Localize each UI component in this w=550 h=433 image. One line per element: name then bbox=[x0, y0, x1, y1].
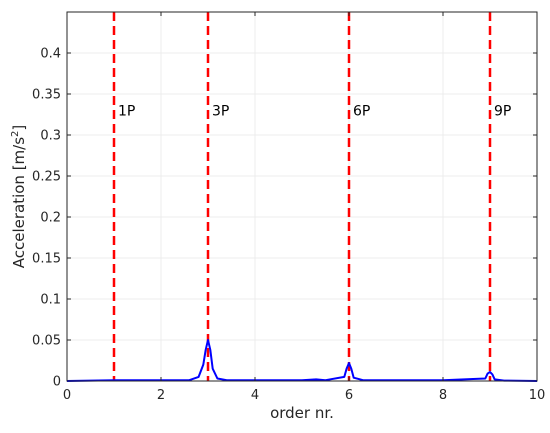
series-line-0 bbox=[66, 339, 538, 382]
y-axis-label-superscript: 2 bbox=[10, 131, 21, 137]
marker-label-1p: 1P bbox=[118, 104, 135, 120]
marker-label-3p: 3P bbox=[212, 104, 229, 120]
order-markers: 1P 3P 6P 9P bbox=[112, 12, 511, 381]
y-tick-label: 0.2 bbox=[40, 211, 61, 226]
marker-label-6p: 6P bbox=[353, 104, 370, 120]
grid bbox=[66, 12, 538, 381]
y-axis-label: Acceleration [m/s2] bbox=[10, 125, 28, 269]
y-tick-label: 0.4 bbox=[40, 47, 61, 62]
x-tick-label: 2 bbox=[157, 388, 165, 403]
y-axis-label-end: ] bbox=[10, 125, 28, 131]
y-tick-label: 0.15 bbox=[32, 252, 61, 267]
x-tick-label: 10 bbox=[529, 388, 546, 403]
y-axis-label-main: Acceleration [m/s bbox=[10, 137, 28, 268]
y-tick-label: 0.3 bbox=[40, 129, 61, 144]
y-tick-label: 0.25 bbox=[32, 170, 61, 185]
y-tick-label: 0 bbox=[53, 375, 61, 390]
x-axis-label: order nr. bbox=[270, 404, 334, 422]
x-tick-label: 0 bbox=[63, 388, 71, 403]
series-group bbox=[66, 339, 538, 382]
x-tick-label: 4 bbox=[251, 388, 259, 403]
y-tick-label: 0.35 bbox=[32, 88, 61, 103]
ticks: 0 2 4 6 8 10 0 0.05 0.1 0.15 0.2 0.25 0.3 0.35 0.4 bbox=[32, 12, 545, 403]
y-tick-label: 0.05 bbox=[32, 334, 61, 349]
x-tick-label: 8 bbox=[439, 388, 447, 403]
y-tick-label: 0.1 bbox=[40, 293, 61, 308]
axes-box bbox=[66, 11, 538, 382]
marker-label-9p: 9P bbox=[494, 104, 511, 120]
x-tick-label: 6 bbox=[345, 388, 353, 403]
